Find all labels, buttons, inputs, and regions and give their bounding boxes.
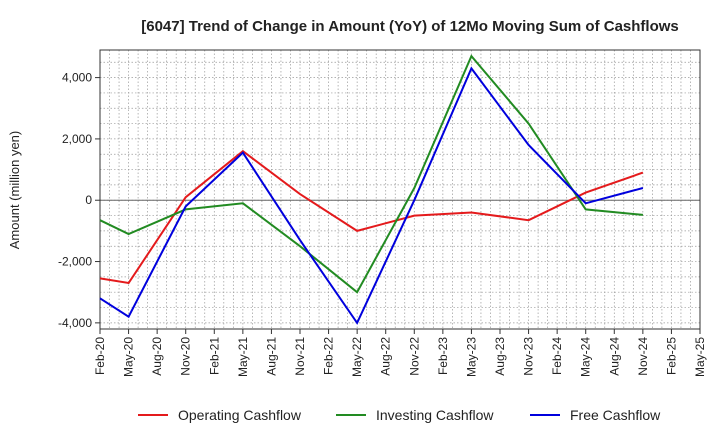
y-tick-label: -2,000 <box>58 255 92 269</box>
y-tick-label: 0 <box>85 193 92 207</box>
legend-label: Free Cashflow <box>570 407 661 423</box>
plot-area: -4,000 -2,000 0 2,000 4,000 Feb-20 May-20 Aug-2… <box>58 49 707 377</box>
x-tick-label: Feb-25 <box>664 337 678 375</box>
series-line-investing-cashflow <box>99 54 643 294</box>
x-tick-label: May-20 <box>122 337 136 377</box>
x-tick-label: Aug-23 <box>493 337 507 376</box>
x-tick-label: Nov-24 <box>636 337 650 376</box>
x-tick-label: May-25 <box>693 337 707 377</box>
plot-frame <box>99 49 701 330</box>
plot-background <box>100 50 700 329</box>
legend-label: Operating Cashflow <box>178 407 302 423</box>
x-tick-label: Aug-21 <box>264 337 278 376</box>
chart-title: [6047] Trend of Change in Amount (YoY) o… <box>141 18 679 35</box>
series-line-operating-cashflow <box>99 149 644 285</box>
x-tick-label: Aug-20 <box>150 337 164 376</box>
x-tick-label: Feb-21 <box>207 337 221 375</box>
x-tick-label: Nov-20 <box>179 337 193 376</box>
y-tick-label: 4,000 <box>62 71 92 85</box>
x-tick-label: May-21 <box>236 337 250 377</box>
legend-label: Investing Cashflow <box>376 407 494 423</box>
x-tick-label: Aug-24 <box>607 337 621 376</box>
x-tick-label: Feb-20 <box>93 337 107 375</box>
x-tick-label: May-23 <box>464 337 478 377</box>
y-tick-label: -4,000 <box>58 316 92 330</box>
x-tick-label: Feb-23 <box>436 337 450 375</box>
legend: Operating Cashflow Investing Cashflow Free… <box>138 407 661 423</box>
x-tick-label: Feb-22 <box>322 337 336 375</box>
x-tick-label: Nov-21 <box>293 337 307 376</box>
x-tick-label: May-22 <box>350 337 364 377</box>
x-tick-label: Nov-22 <box>407 337 421 376</box>
x-tick-label: Nov-23 <box>522 337 536 376</box>
x-tick-label: Aug-22 <box>379 337 393 376</box>
y-axis-label: Amount (million yen) <box>7 131 22 250</box>
y-tick-label: 2,000 <box>62 132 92 146</box>
x-tick-label: May-24 <box>579 337 593 377</box>
series-line-free-cashflow <box>99 66 644 325</box>
x-tick-label: Feb-24 <box>550 337 564 375</box>
